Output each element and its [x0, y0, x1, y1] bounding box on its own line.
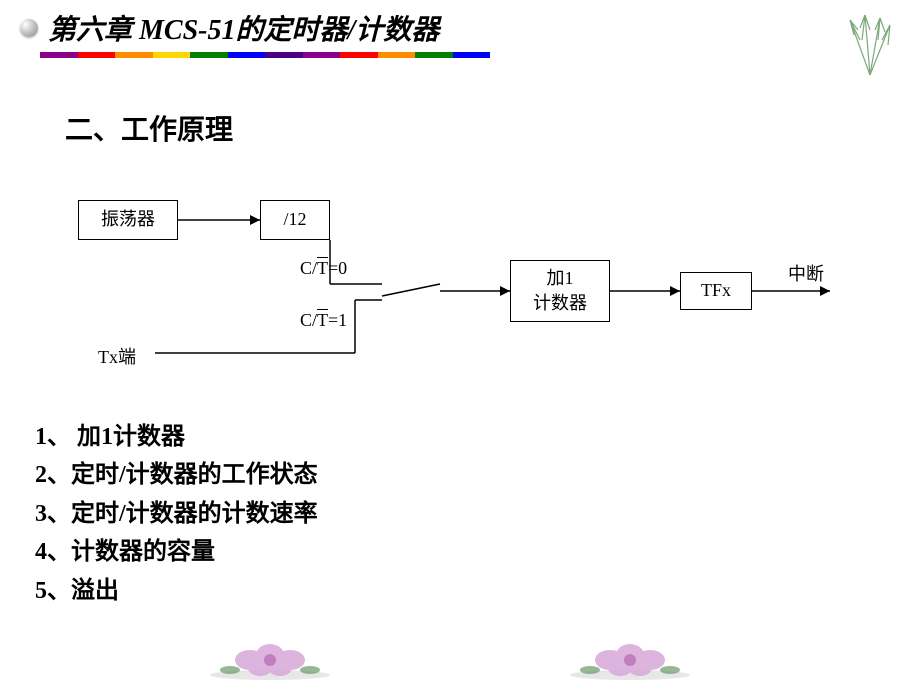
diagram-box: 加1计数器 — [510, 260, 610, 322]
list-item: 5、溢出 — [35, 572, 920, 610]
list-item: 2、定时/计数器的工作状态 — [35, 456, 920, 494]
list-section: 1、 加1计数器 2、定时/计数器的工作状态 3、定时/计数器的计数速率 4、计… — [35, 418, 920, 610]
block-diagram: 振荡器/12 加1计数器 TFx C/T=0 C/T=1 Tx端 中断 — [50, 188, 850, 388]
diagram-label: Tx端 — [98, 343, 136, 369]
list-item: 4、计数器的容量 — [35, 533, 920, 571]
section-title: 二、工作原理 — [65, 108, 920, 148]
diagram-label: 中断 — [788, 260, 824, 286]
list-item: 3、定时/计数器的计数速率 — [35, 495, 920, 533]
diagram-label: C/T=1 — [300, 310, 347, 331]
rainbow-divider — [40, 52, 490, 58]
diagram-box: 振荡器 — [78, 200, 178, 240]
diagram-box: /12 — [260, 200, 330, 240]
flower-icon — [200, 630, 340, 685]
flower-icon — [560, 630, 700, 685]
leaf-icon — [840, 10, 900, 80]
diagram-label: C/T=0 — [300, 258, 347, 279]
bullet-icon — [20, 19, 38, 37]
chapter-title: 第六章 MCS-51的定时器/计数器 — [48, 8, 439, 48]
list-item: 1、 加1计数器 — [35, 418, 920, 456]
diagram-box: TFx — [680, 272, 752, 310]
